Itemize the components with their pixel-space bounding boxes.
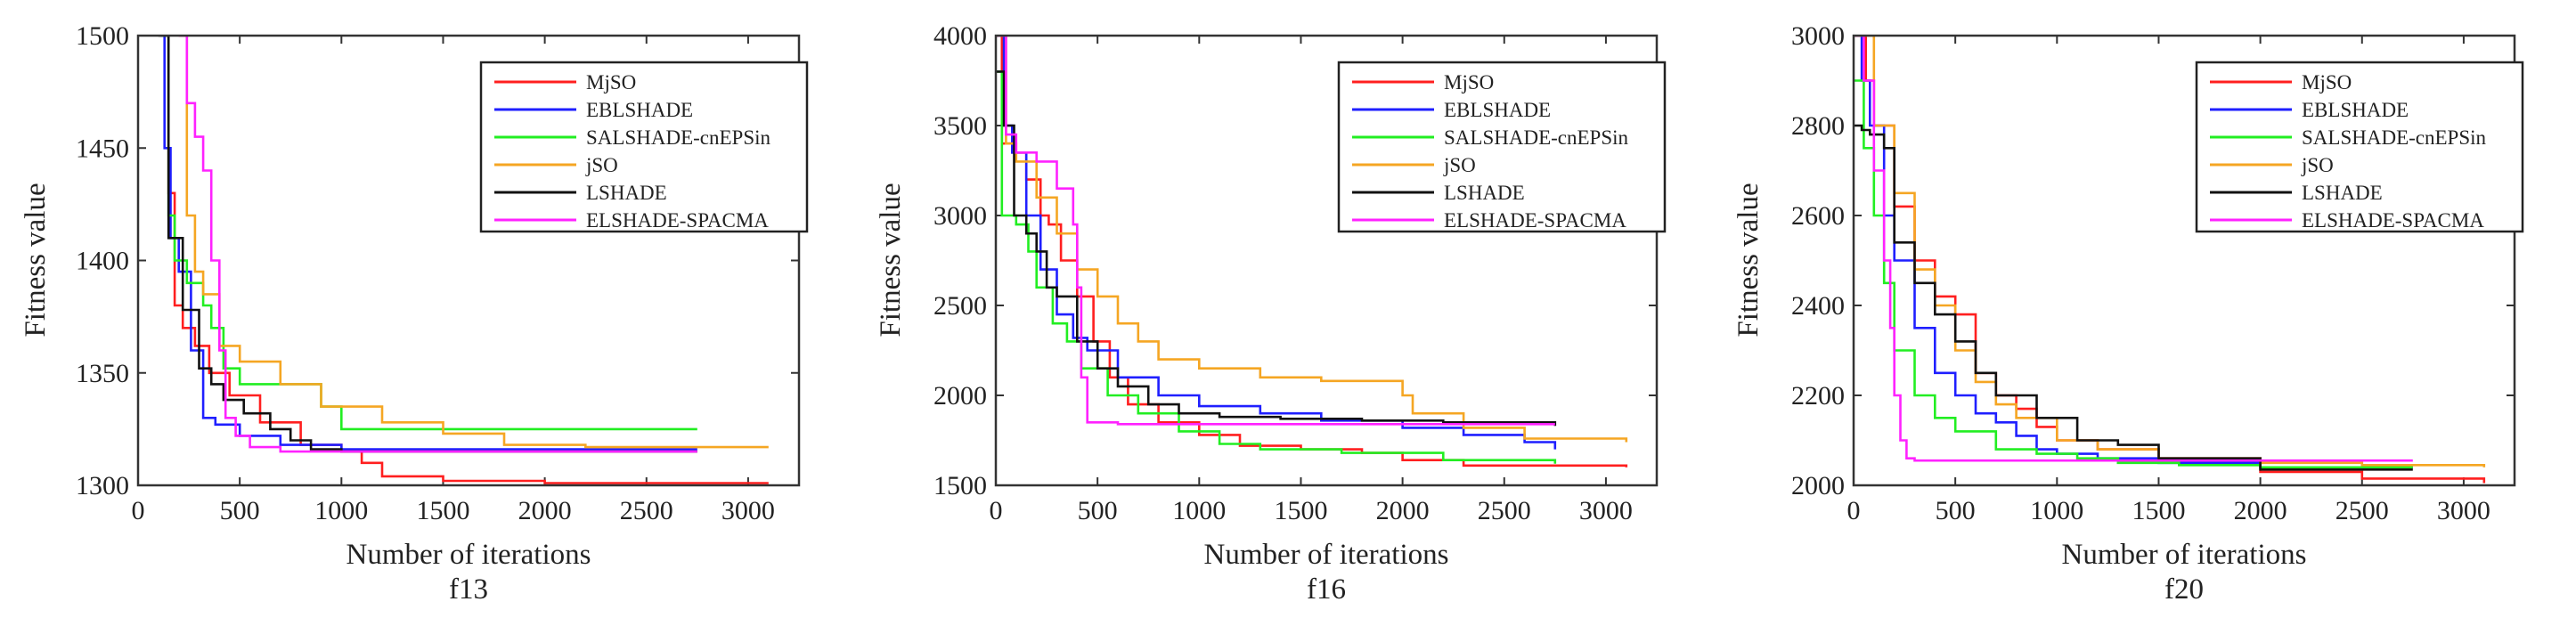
legend-label-salshade-cnepsin: SALSHADE-cnEPSin — [1444, 126, 1629, 149]
y-tick-label: 2600 — [1791, 201, 1845, 231]
legend-box — [479, 61, 809, 233]
legend-label-lshade: LSHADE — [1444, 182, 1525, 204]
y-tick-label: 3000 — [1791, 21, 1845, 51]
legend: MjSO EBLSHADE SALSHADE-cnEPSin jSO LSHAD… — [479, 61, 809, 233]
series-line-lshade — [1854, 124, 2413, 471]
series-line-mjso — [162, 36, 769, 484]
y-tick-label: 1450 — [76, 134, 129, 163]
legend: MjSO EBLSHADE SALSHADE-cnEPSin jSO LSHAD… — [2195, 61, 2524, 233]
x-axis-label: Number of iterations — [1204, 539, 1449, 571]
y-tick-label: 3500 — [933, 111, 987, 141]
series-group — [1854, 36, 2486, 484]
chart-subtitle: f13 — [449, 573, 488, 606]
y-tick-label: 2200 — [1791, 381, 1845, 411]
legend-label-eblshade: EBLSHADE — [586, 99, 693, 121]
plot-frame — [994, 34, 1659, 487]
legend-box — [1337, 61, 1667, 233]
x-tick-label: 2000 — [2234, 496, 2287, 525]
x-tick-label: 3000 — [721, 496, 775, 525]
x-tick-label: 3000 — [1579, 496, 1633, 525]
axis-ticks: 0 500 1000 1500 2000 2500 3000 2000 2200 2400 2600… — [1791, 21, 2515, 525]
y-tick-label: 3000 — [933, 201, 987, 231]
x-tick-label: 500 — [220, 496, 260, 525]
legend-box — [2195, 61, 2524, 233]
y-axis-label: Fitness value — [20, 183, 52, 337]
x-tick-label: 1000 — [2030, 496, 2083, 525]
series-line-lshade — [158, 36, 697, 453]
legend-label-eblshade: EBLSHADE — [2302, 99, 2409, 121]
y-tick-label: 1350 — [76, 359, 129, 388]
x-tick-label: 1000 — [314, 496, 368, 525]
legend-label-elshade-spacma: ELSHADE-SPACMA — [586, 209, 769, 232]
chart-panel-f16: 0 500 1000 1500 2000 2500 3000 1500 2000 2500 3000… — [875, 21, 1667, 606]
legend: MjSO EBLSHADE SALSHADE-cnEPSin jSO LSHAD… — [1337, 61, 1667, 233]
y-tick-label: 1300 — [76, 471, 129, 500]
y-tick-label: 1500 — [933, 471, 987, 500]
legend-label-jso: jSO — [2301, 154, 2334, 176]
x-axis-label: Number of iterations — [2062, 539, 2307, 571]
series-line-elshade-spacma — [178, 36, 697, 453]
axis-ticks: 0 500 1000 1500 2000 2500 3000 1300 1350 1400 1450… — [76, 21, 799, 525]
legend-label-eblshade: EBLSHADE — [1444, 99, 1551, 121]
chart-panel-f20: 0 500 1000 1500 2000 2500 3000 2000 2200 2400 2600… — [1732, 21, 2524, 606]
y-tick-label: 2000 — [933, 381, 987, 411]
x-tick-label: 2000 — [518, 496, 572, 525]
chart-subtitle: f20 — [2164, 573, 2204, 606]
legend-label-mjso: MjSO — [1444, 71, 1494, 94]
x-tick-label: 1500 — [2132, 496, 2185, 525]
x-tick-label: 500 — [1936, 496, 1976, 525]
y-tick-label: 4000 — [933, 21, 987, 51]
x-tick-label: 1000 — [1172, 496, 1226, 525]
y-axis-label: Fitness value — [1732, 183, 1765, 337]
y-tick-label: 2800 — [1791, 111, 1845, 141]
axis-ticks: 0 500 1000 1500 2000 2500 3000 1500 2000 2500 3000… — [933, 21, 1657, 525]
series-group — [158, 36, 769, 484]
series-line-elshade-spacma — [1854, 36, 2413, 462]
legend-label-jso: jSO — [1443, 154, 1476, 176]
y-tick-label: 2400 — [1791, 291, 1845, 321]
series-line-elshade-spacma — [996, 36, 1555, 426]
series-line-lshade — [996, 70, 1557, 427]
x-tick-label: 0 — [132, 496, 145, 525]
x-tick-label: 2500 — [620, 496, 673, 525]
legend-label-jso: jSO — [585, 154, 618, 176]
x-tick-label: 0 — [1847, 496, 1861, 525]
series-group — [996, 36, 1628, 468]
x-tick-label: 1500 — [416, 496, 469, 525]
x-tick-label: 2000 — [1376, 496, 1430, 525]
plot-frame — [1852, 34, 2516, 487]
x-tick-label: 500 — [1078, 496, 1118, 525]
legend-label-elshade-spacma: ELSHADE-SPACMA — [1444, 209, 1626, 232]
x-tick-label: 1500 — [1274, 496, 1327, 525]
x-tick-label: 0 — [990, 496, 1003, 525]
legend-label-mjso: MjSO — [586, 71, 636, 94]
chart-panel-f13: 0 500 1000 1500 2000 2500 3000 1300 1350 1400 1450… — [20, 21, 809, 606]
series-line-jso — [996, 36, 1628, 443]
series-line-jso — [178, 36, 769, 449]
chart-subtitle: f16 — [1307, 573, 1346, 606]
legend-label-lshade: LSHADE — [2302, 182, 2383, 204]
legend-label-lshade: LSHADE — [586, 182, 667, 204]
plot-frame — [136, 34, 801, 487]
y-tick-label: 1500 — [76, 21, 129, 51]
series-line-eblshade — [160, 36, 697, 451]
y-tick-label: 2000 — [1791, 471, 1845, 500]
y-tick-label: 2500 — [933, 291, 987, 321]
x-tick-label: 2500 — [1478, 496, 1531, 525]
legend-label-salshade-cnepsin: SALSHADE-cnEPSin — [2302, 126, 2487, 149]
y-tick-label: 1400 — [76, 247, 129, 276]
series-line-salshade-cnepsin — [1854, 79, 2413, 469]
x-axis-label: Number of iterations — [346, 539, 591, 571]
legend-label-salshade-cnepsin: SALSHADE-cnEPSin — [586, 126, 771, 149]
x-tick-label: 2500 — [2336, 496, 2389, 525]
y-axis-label: Fitness value — [875, 183, 907, 337]
legend-label-mjso: MjSO — [2302, 71, 2352, 94]
legend-label-elshade-spacma: ELSHADE-SPACMA — [2302, 209, 2484, 232]
x-tick-label: 3000 — [2437, 496, 2490, 525]
